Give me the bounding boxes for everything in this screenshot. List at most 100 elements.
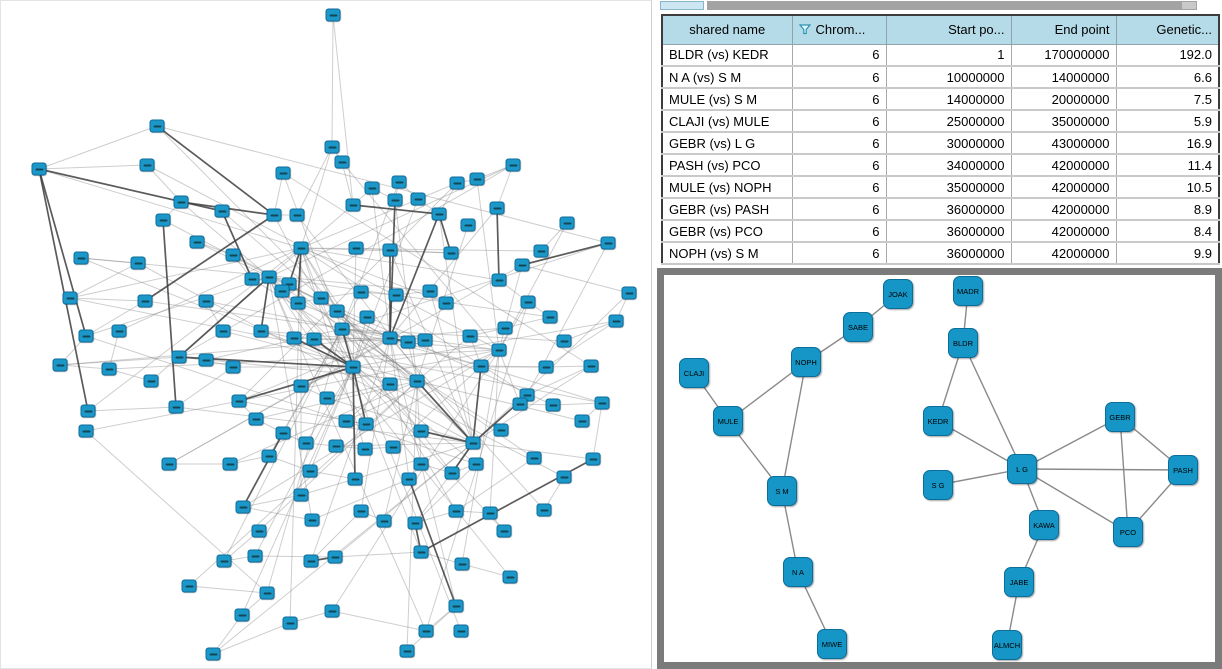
network-node[interactable] — [410, 192, 426, 206]
network-node[interactable] — [491, 343, 507, 357]
network-node[interactable] — [298, 436, 314, 450]
table-row[interactable]: GEBR (vs) PASH 6 36000000 42000000 8.9 — [661, 197, 1220, 221]
network-node[interactable] — [171, 350, 187, 364]
network-node[interactable] — [303, 554, 319, 568]
network-node[interactable] — [137, 294, 153, 308]
table-row[interactable]: MULE (vs) NOPH 6 35000000 42000000 10.5 — [661, 175, 1220, 199]
network-node[interactable] — [497, 321, 513, 335]
network-node[interactable] — [205, 647, 221, 661]
network-node[interactable] — [469, 172, 485, 186]
network-node-claji[interactable]: CLAJI — [679, 358, 709, 388]
network-node[interactable] — [168, 400, 184, 414]
network-node[interactable] — [325, 8, 341, 22]
network-node[interactable] — [345, 198, 361, 212]
network-node[interactable] — [538, 360, 554, 374]
network-node[interactable] — [496, 524, 512, 538]
network-node[interactable] — [353, 504, 369, 518]
network-node[interactable] — [78, 424, 94, 438]
network-node[interactable] — [274, 284, 290, 298]
network-node[interactable] — [347, 472, 363, 486]
network-node[interactable] — [556, 470, 572, 484]
network-node[interactable] — [286, 331, 302, 345]
network-node-almch[interactable]: ALMCH — [992, 630, 1022, 660]
network-node[interactable] — [304, 513, 320, 527]
network-node[interactable] — [357, 442, 373, 456]
network-node[interactable] — [422, 284, 438, 298]
scrollbar-thumb[interactable] — [1181, 1, 1197, 10]
network-node[interactable] — [583, 359, 599, 373]
network-node[interactable] — [293, 379, 309, 393]
network-node[interactable] — [559, 216, 575, 230]
network-node[interactable] — [621, 286, 637, 300]
network-node[interactable] — [253, 324, 269, 338]
network-node[interactable] — [600, 236, 616, 250]
table-row[interactable]: MULE (vs) S M 6 14000000 20000000 7.5 — [661, 87, 1220, 111]
network-node[interactable] — [234, 608, 250, 622]
network-node[interactable] — [431, 207, 447, 221]
network-node[interactable] — [275, 426, 291, 440]
network-node[interactable] — [399, 644, 415, 658]
network-node-mule[interactable]: MULE — [713, 406, 743, 436]
network-node[interactable] — [313, 291, 329, 305]
network-node-noph[interactable]: NOPH — [791, 347, 821, 377]
network-node[interactable] — [409, 374, 425, 388]
network-node-sabe[interactable]: SABE — [843, 312, 873, 342]
network-node[interactable] — [198, 294, 214, 308]
network-node[interactable] — [214, 204, 230, 218]
network-node[interactable] — [319, 391, 335, 405]
network-node[interactable] — [338, 414, 354, 428]
network-node-pco[interactable]: PCO — [1113, 517, 1143, 547]
network-node[interactable] — [512, 397, 528, 411]
network-node[interactable] — [189, 235, 205, 249]
network-node[interactable] — [198, 353, 214, 367]
network-node-bldr[interactable]: BLDR — [948, 328, 978, 358]
table-row[interactable]: N A (vs) S M 6 10000000 14000000 6.6 — [661, 65, 1220, 89]
network-node[interactable] — [293, 241, 309, 255]
network-node[interactable] — [73, 251, 89, 265]
network-node[interactable] — [353, 285, 369, 299]
network-node[interactable] — [465, 436, 481, 450]
network-node[interactable] — [514, 258, 530, 272]
network-node[interactable] — [247, 549, 263, 563]
network-node[interactable] — [462, 329, 478, 343]
network-node[interactable] — [334, 322, 350, 336]
network-node[interactable] — [130, 256, 146, 270]
network-node[interactable] — [31, 162, 47, 176]
network-node[interactable] — [376, 514, 392, 528]
network-node[interactable] — [251, 524, 267, 538]
network-node[interactable] — [594, 396, 610, 410]
network-node[interactable] — [385, 440, 401, 454]
main-network-view[interactable] — [0, 0, 652, 669]
table-row[interactable]: GEBR (vs) L G 6 30000000 43000000 16.9 — [661, 131, 1220, 155]
network-node[interactable] — [161, 457, 177, 471]
network-node[interactable] — [143, 374, 159, 388]
network-node[interactable] — [259, 586, 275, 600]
network-node[interactable] — [448, 599, 464, 613]
network-node[interactable] — [261, 270, 277, 284]
network-node-jabe[interactable]: JABE — [1004, 567, 1034, 597]
network-node-kedr[interactable]: KEDR — [923, 406, 953, 436]
table-row[interactable]: GEBR (vs) PCO 6 36000000 42000000 8.4 — [661, 219, 1220, 243]
column-header-startpo[interactable]: Start po... — [885, 14, 1012, 45]
network-node[interactable] — [149, 119, 165, 133]
table-row[interactable]: PASH (vs) PCO 6 34000000 42000000 11.4 — [661, 153, 1220, 177]
network-node[interactable] — [282, 616, 298, 630]
network-node-sg[interactable]: S G — [923, 470, 953, 500]
network-node[interactable] — [275, 166, 291, 180]
network-node[interactable] — [293, 488, 309, 502]
network-node[interactable] — [388, 288, 404, 302]
table-row[interactable]: NOPH (vs) S M 6 36000000 42000000 9.9 — [661, 241, 1220, 265]
network-node[interactable] — [173, 195, 189, 209]
network-node[interactable] — [533, 244, 549, 258]
network-node[interactable] — [468, 457, 484, 471]
network-node[interactable] — [520, 295, 536, 309]
network-node[interactable] — [231, 394, 247, 408]
network-node[interactable] — [542, 310, 558, 324]
network-node[interactable] — [491, 273, 507, 287]
network-node[interactable] — [448, 504, 464, 518]
network-node[interactable] — [574, 414, 590, 428]
network-node-kawa[interactable]: KAWA — [1029, 510, 1059, 540]
network-node[interactable] — [585, 452, 601, 466]
network-node[interactable] — [453, 624, 469, 638]
network-node[interactable] — [382, 243, 398, 257]
